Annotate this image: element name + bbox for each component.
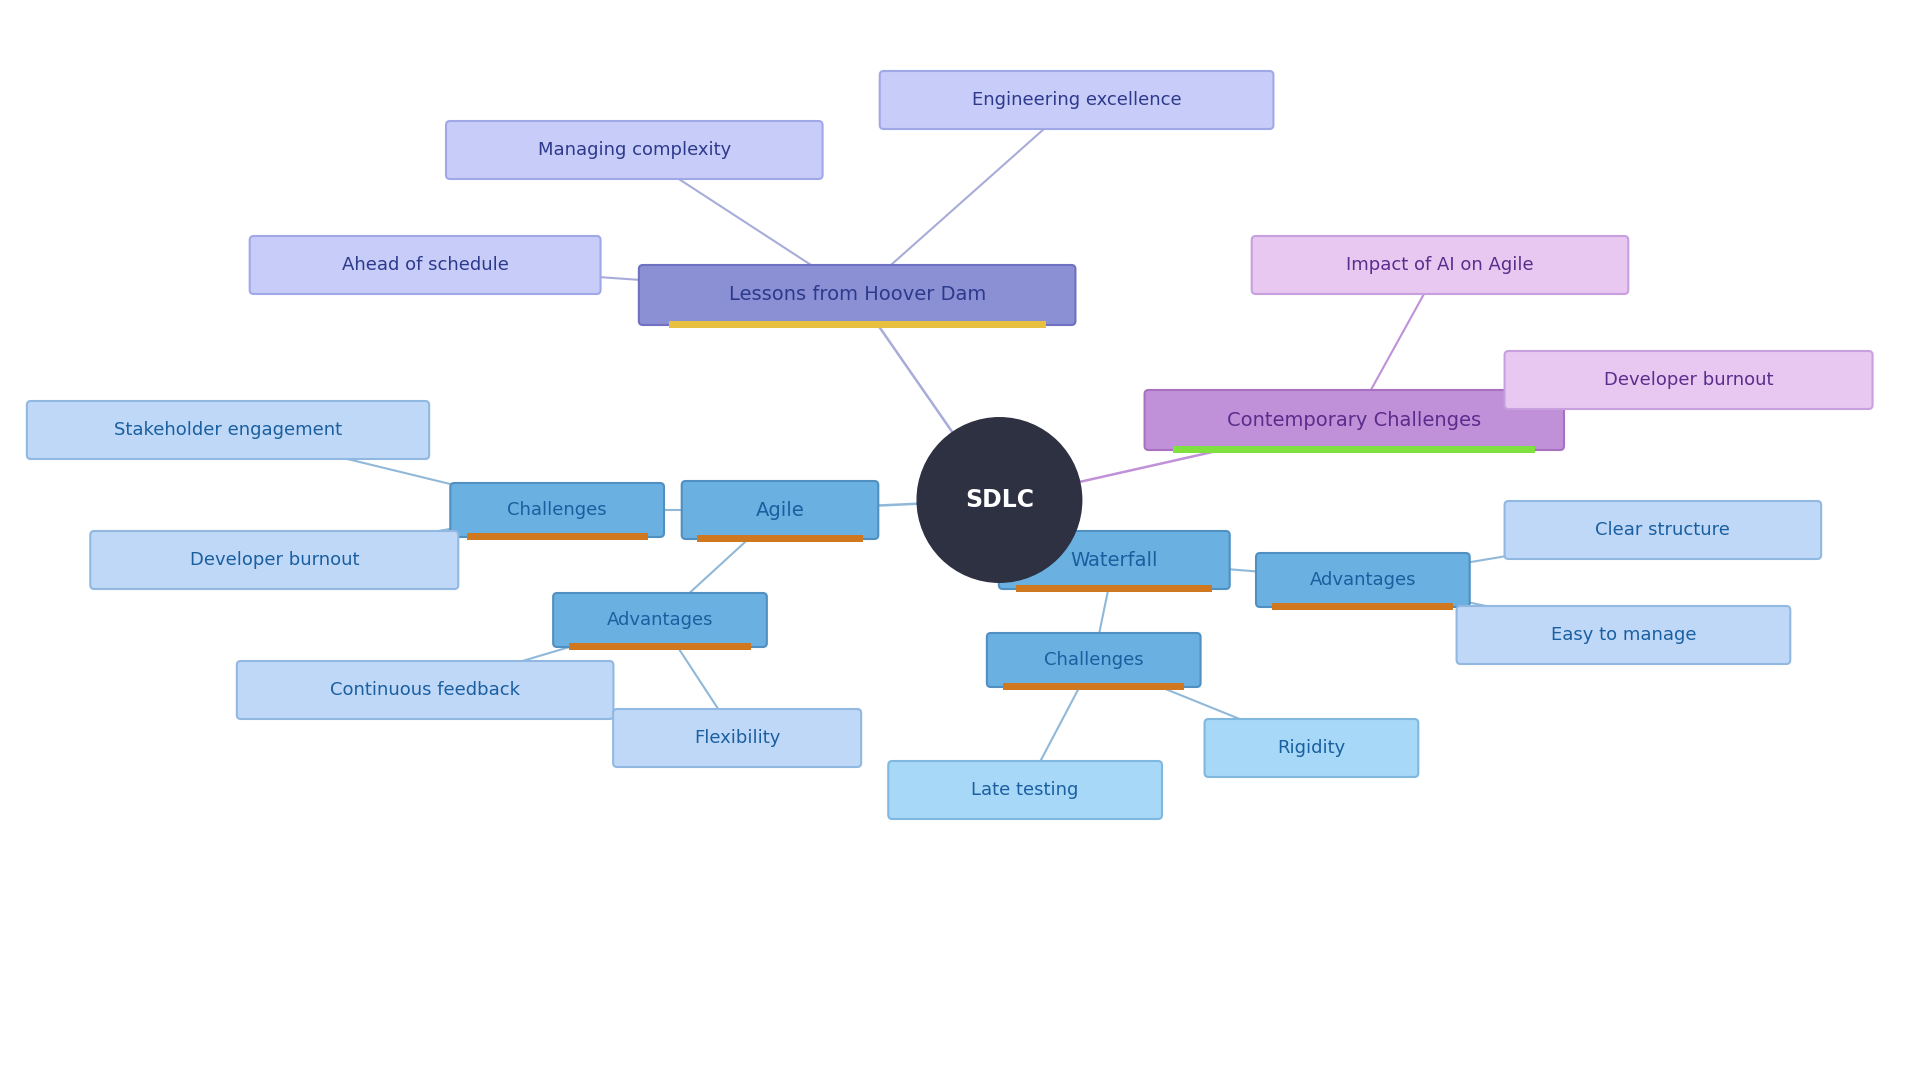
FancyBboxPatch shape (1144, 390, 1565, 450)
FancyBboxPatch shape (1256, 553, 1469, 607)
Text: Flexibility: Flexibility (693, 729, 780, 747)
Text: Advantages: Advantages (607, 611, 712, 629)
Text: Challenges: Challenges (507, 501, 607, 519)
Text: Managing complexity: Managing complexity (538, 141, 732, 159)
Bar (1173, 446, 1536, 453)
Text: Contemporary Challenges: Contemporary Challenges (1227, 410, 1482, 430)
FancyBboxPatch shape (639, 265, 1075, 325)
Text: Stakeholder engagement: Stakeholder engagement (113, 421, 342, 438)
Text: Ahead of schedule: Ahead of schedule (342, 256, 509, 274)
FancyBboxPatch shape (27, 401, 430, 459)
Circle shape (918, 418, 1081, 582)
Text: Rigidity: Rigidity (1277, 739, 1346, 757)
Bar (697, 535, 862, 542)
FancyBboxPatch shape (889, 761, 1162, 819)
Text: Continuous feedback: Continuous feedback (330, 681, 520, 699)
Text: Advantages: Advantages (1309, 571, 1417, 589)
Text: Engineering excellence: Engineering excellence (972, 91, 1181, 109)
Text: SDLC: SDLC (966, 488, 1035, 512)
FancyBboxPatch shape (987, 633, 1200, 687)
Bar (1016, 585, 1212, 592)
FancyBboxPatch shape (553, 593, 766, 647)
Text: Clear structure: Clear structure (1596, 521, 1730, 539)
FancyBboxPatch shape (451, 483, 664, 537)
Text: Easy to manage: Easy to manage (1551, 626, 1695, 644)
Bar (467, 534, 647, 540)
Bar (1002, 683, 1185, 690)
FancyBboxPatch shape (1505, 501, 1822, 559)
FancyBboxPatch shape (250, 237, 601, 294)
Bar (668, 321, 1046, 328)
Text: Lessons from Hoover Dam: Lessons from Hoover Dam (728, 285, 985, 305)
FancyBboxPatch shape (998, 531, 1229, 589)
Text: Waterfall: Waterfall (1071, 551, 1158, 569)
Bar (1273, 603, 1453, 610)
FancyBboxPatch shape (1204, 719, 1419, 777)
FancyBboxPatch shape (612, 708, 862, 767)
FancyBboxPatch shape (1505, 351, 1872, 409)
Text: Agile: Agile (756, 500, 804, 519)
Text: Late testing: Late testing (972, 781, 1079, 799)
Text: Developer burnout: Developer burnout (190, 551, 359, 569)
Text: Developer burnout: Developer burnout (1603, 372, 1774, 389)
FancyBboxPatch shape (1252, 237, 1628, 294)
FancyBboxPatch shape (682, 481, 877, 539)
Bar (570, 643, 751, 650)
Text: Impact of AI on Agile: Impact of AI on Agile (1346, 256, 1534, 274)
FancyBboxPatch shape (90, 531, 459, 589)
FancyBboxPatch shape (236, 661, 612, 719)
Text: Challenges: Challenges (1044, 651, 1144, 669)
FancyBboxPatch shape (1457, 606, 1789, 664)
FancyBboxPatch shape (445, 121, 822, 179)
FancyBboxPatch shape (879, 71, 1273, 129)
